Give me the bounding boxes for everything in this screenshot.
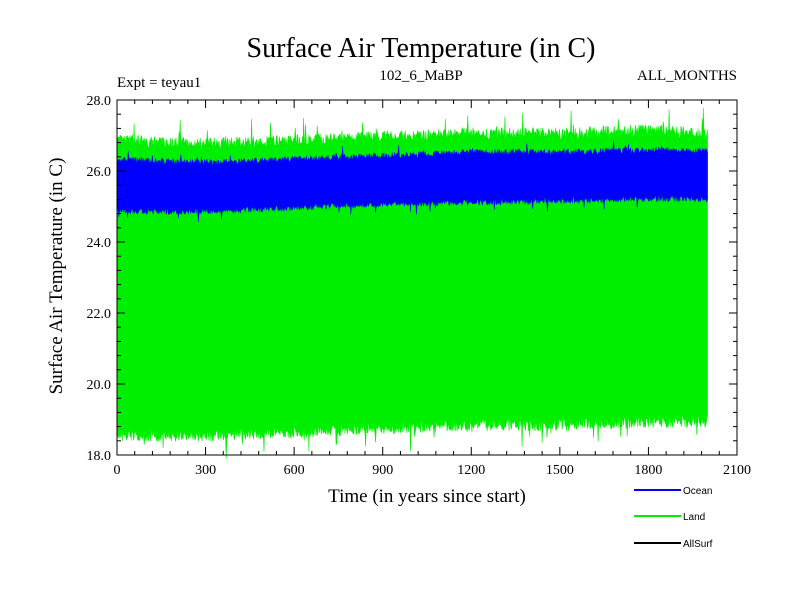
- x-tick-label: 0: [114, 463, 121, 478]
- y-tick-label: 26.0: [87, 165, 112, 180]
- legend-label-allsurf: AllSurf: [683, 539, 713, 550]
- x-tick-label: 600: [284, 463, 305, 478]
- legend: Ocean Land AllSurf: [634, 486, 713, 550]
- x-tick-label: 900: [372, 463, 393, 478]
- y-tick-label: 20.0: [87, 378, 112, 393]
- x-tick-label: 1800: [634, 463, 662, 478]
- x-tick-label: 1200: [457, 463, 485, 478]
- legend-label-ocean: Ocean: [683, 486, 712, 497]
- ocean-series: [116, 140, 708, 222]
- y-tick-label: 18.0: [87, 449, 112, 464]
- period-label: 102_6_MaBP: [379, 68, 462, 84]
- x-tick-label: 1500: [546, 463, 574, 478]
- y-tick-label: 28.0: [87, 94, 112, 109]
- plot-area: [116, 107, 708, 460]
- y-tick-label: 24.0: [87, 236, 112, 251]
- y-axis-label: Surface Air Temperature (in C): [46, 158, 67, 395]
- months-label: ALL_MONTHS: [637, 68, 737, 84]
- experiment-label: Expt = teyau1: [117, 75, 201, 91]
- plot-frame: [116, 99, 738, 456]
- x-axis-label: Time (in years since start): [328, 486, 526, 507]
- legend-label-land: Land: [683, 512, 705, 523]
- chart-title: Surface Air Temperature (in C): [247, 33, 596, 64]
- x-tick-label: 300: [195, 463, 216, 478]
- axes: 0 300 600 900 1200 1500 1800 2100 18.0 20.0 22.0 24…: [87, 94, 752, 478]
- x-tick-label: 2100: [723, 463, 751, 478]
- y-tick-label: 22.0: [87, 307, 112, 322]
